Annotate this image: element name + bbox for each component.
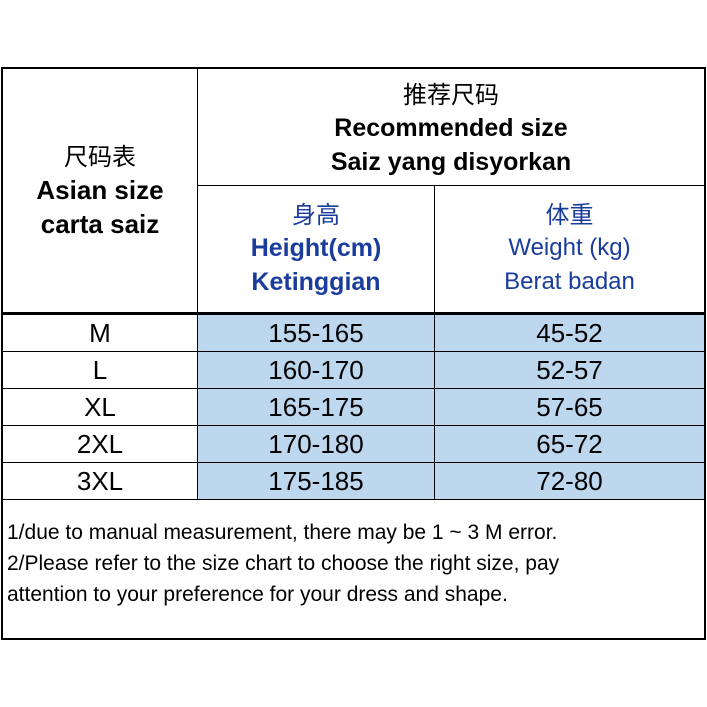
- weight-ms: Berat badan: [504, 268, 635, 295]
- weight-zh: 体重: [545, 201, 594, 229]
- height-ms: Ketinggian: [251, 268, 381, 296]
- header-divider: [3, 312, 704, 315]
- height-en: Height(cm): [250, 234, 382, 262]
- recommended-ms: Saiz yang disyorkan: [330, 148, 572, 176]
- height-zh: 身高: [292, 201, 340, 229]
- size-cell: XL: [84, 391, 116, 422]
- size-cell: 3XL: [76, 465, 124, 496]
- height-cell: 160-170: [198, 352, 434, 388]
- weight-cell: 72-80: [435, 463, 704, 499]
- recommended-zh: 推荐尺码: [403, 81, 499, 109]
- note-line: 2/Please refer to the size chart to choo…: [7, 552, 560, 575]
- note-line: attention to your preference for your dr…: [7, 583, 508, 606]
- corner-header: 尺码表 Asian size carta saiz: [3, 69, 197, 312]
- height-cell: 175-185: [198, 463, 434, 499]
- size-cell: 2XL: [76, 428, 124, 459]
- table-row: XL 165-175 57-65: [3, 389, 704, 426]
- note-line: 1/due to manual measurement, there may b…: [7, 521, 558, 544]
- size-chart-table: 尺码表 Asian size carta saiz 推荐尺码 Recommend…: [1, 67, 706, 640]
- weight-header: 体重 Weight (kg) Berat badan: [435, 186, 704, 312]
- recommended-en: Recommended size: [334, 114, 568, 142]
- height-cell: 170-180: [198, 426, 434, 462]
- notes: 1/due to manual measurement, there may b…: [7, 517, 559, 610]
- divider: [198, 185, 704, 186]
- height-cell: 165-175: [198, 389, 434, 425]
- table-row: 2XL 170-180 65-72: [3, 426, 704, 463]
- weight-cell: 52-57: [435, 352, 704, 388]
- weight-cell: 57-65: [435, 389, 704, 425]
- corner-zh: 尺码表: [64, 142, 136, 171]
- size-cell: M: [89, 317, 111, 348]
- table-row: M 155-165 45-52: [3, 315, 704, 352]
- divider: [197, 69, 198, 499]
- recommended-header: 推荐尺码 Recommended size Saiz yang disyorka…: [198, 69, 704, 185]
- table-row: 3XL 175-185 72-80: [3, 463, 704, 500]
- height-header: 身高 Height(cm) Ketinggian: [198, 186, 434, 312]
- weight-cell: 65-72: [435, 426, 704, 462]
- divider: [434, 186, 435, 499]
- weight-cell: 45-52: [435, 315, 704, 351]
- table-row: L 160-170 52-57: [3, 352, 704, 389]
- corner-ms: carta saiz: [40, 208, 160, 239]
- corner-en: Asian size: [36, 174, 164, 205]
- size-cell: L: [92, 354, 108, 385]
- weight-en: Weight (kg): [508, 234, 631, 261]
- height-cell: 155-165: [198, 315, 434, 351]
